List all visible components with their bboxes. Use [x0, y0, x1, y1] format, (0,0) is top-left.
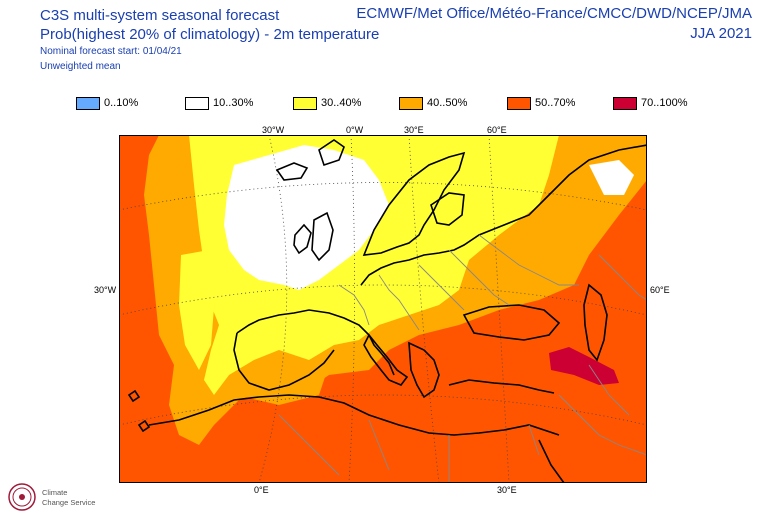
legend-item: 10..30% [185, 95, 253, 111]
legend-label: 30..40% [321, 97, 362, 109]
bottom-lon-label: 30°E [497, 485, 517, 495]
map-frame [119, 135, 647, 483]
bottom-lon-label: 0°E [254, 485, 269, 495]
top-lon-label: 30°W [262, 125, 285, 135]
legend-item: 30..40% [293, 95, 361, 111]
climate-logo-icon: Climate Change Service [8, 483, 95, 511]
forecast-centres: ECMWF/Met Office/Météo-France/CMCC/DWD/N… [356, 5, 752, 22]
logo-line-2: Change Service [42, 498, 95, 507]
header-left: C3S multi-system seasonal forecast Prob(… [40, 6, 379, 73]
left-lon-label: 30°W [94, 285, 117, 295]
legend-item: 40..50% [399, 95, 467, 111]
coastlines [127, 139, 647, 483]
legend-label: 70..100% [641, 97, 688, 109]
map-svg [119, 135, 647, 483]
mean-type: Unweighted mean [40, 61, 121, 72]
legend-swatch [507, 96, 531, 110]
legend-label: 10..30% [213, 97, 254, 109]
map-title: C3S multi-system seasonal forecast [40, 7, 280, 24]
legend-label: 0..10% [104, 97, 139, 109]
legend: 0..10% 10..30% 30..40% 40..50% 50..70% 7… [76, 95, 716, 111]
prob-region-40-50 [229, 350, 329, 405]
map-subtitle: Prob(highest 20% of climatology) - 2m te… [40, 26, 380, 43]
top-lon-label: 30°E [404, 125, 424, 135]
copernicus-logo: Climate Change Service [4, 477, 124, 517]
legend-item: 50..70% [507, 95, 575, 111]
legend-item: 0..10% [76, 95, 138, 111]
legend-swatch [185, 96, 209, 110]
header-right: ECMWF/Met Office/Météo-France/CMCC/DWD/N… [356, 4, 752, 44]
forecast-start: Nominal forecast start: 01/04/21 [40, 46, 182, 57]
legend-label: 50..70% [535, 97, 576, 109]
country-borders [278, 234, 647, 483]
top-lon-label: 0°W [346, 125, 364, 135]
legend-swatch [76, 96, 100, 110]
prob-region-70-100 [549, 347, 619, 385]
logo-line-1: Climate [42, 488, 67, 497]
legend-label: 40..50% [427, 97, 468, 109]
legend-swatch [613, 96, 637, 110]
legend-item: 70..100% [613, 95, 687, 111]
right-lon-label: 60°E [650, 285, 670, 295]
prob-region-10-30 [224, 145, 389, 290]
prob-region-10-30 [589, 160, 634, 195]
legend-swatch [293, 96, 317, 110]
probability-map [119, 135, 647, 483]
prob-region-30-40 [179, 250, 215, 370]
legend-swatch [399, 96, 423, 110]
forecast-season: JJA 2021 [690, 25, 752, 42]
top-lon-label: 60°E [487, 125, 507, 135]
